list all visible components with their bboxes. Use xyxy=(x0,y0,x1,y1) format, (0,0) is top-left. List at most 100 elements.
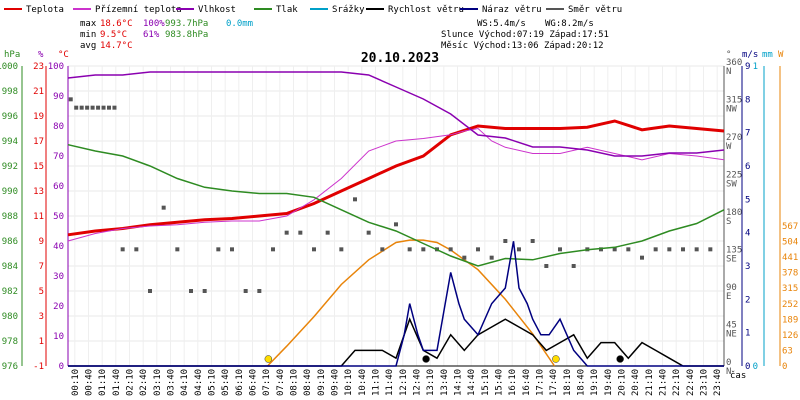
tick-time: 14:10 xyxy=(454,369,464,396)
tick-w: 378 xyxy=(782,269,798,279)
tick-time: 16:40 xyxy=(522,369,532,396)
unit-mm: mm xyxy=(762,50,773,60)
wind-direction-point xyxy=(599,247,603,252)
tick-hpa: 978 xyxy=(2,337,18,347)
unit-ms: m/s xyxy=(742,50,758,60)
tick-time: 03:40 xyxy=(167,369,177,396)
unit-deg: ° xyxy=(726,50,731,60)
legend-label-6: Náraz větru xyxy=(482,5,542,15)
tick-hpa: 994 xyxy=(2,137,18,147)
tick-dir: SW xyxy=(726,180,737,190)
wind-direction-point xyxy=(571,264,576,268)
wind-direction-point xyxy=(380,247,385,252)
tick-degc: -1 xyxy=(33,362,44,372)
tick-time: 20:40 xyxy=(631,369,641,396)
tick-degc: 11 xyxy=(33,212,44,222)
tick-hpa: 996 xyxy=(2,112,18,122)
tick-w: 63 xyxy=(782,346,793,356)
tick-time: 16:10 xyxy=(508,369,518,396)
tick-time: 07:40 xyxy=(276,369,286,396)
wind-direction-point xyxy=(90,105,95,110)
wind-direction-point xyxy=(462,255,467,260)
tick-degc: 1 xyxy=(39,337,44,347)
tick-time: 13:10 xyxy=(426,369,436,396)
wind-direction-point xyxy=(120,247,125,252)
tick-pct: 50 xyxy=(53,212,64,222)
tick-pct: 20 xyxy=(53,302,64,312)
tick-degc: 19 xyxy=(33,112,44,122)
wind-direction-point xyxy=(161,205,166,210)
stat-min-temp: 9.5°C xyxy=(100,30,127,40)
tick-time: 01:10 xyxy=(98,369,108,396)
tick-hpa: 984 xyxy=(2,262,18,272)
chart-header: 20.10.2023 max 18.6°C 100% 993.7hPa 0.0m… xyxy=(80,19,609,66)
tick-dir: S xyxy=(726,217,731,227)
legend-label-0: Teplota xyxy=(26,5,64,15)
wind-direction-point xyxy=(148,289,152,293)
wind-direction-point xyxy=(202,289,207,293)
wind-direction-point xyxy=(312,247,316,252)
marker-moonrise xyxy=(422,355,430,363)
wind-direction-point xyxy=(101,105,106,110)
tick-time: 04:40 xyxy=(194,369,204,396)
wind-direction-point xyxy=(74,105,79,110)
tick-time: 11:40 xyxy=(385,369,395,396)
wind-direction-point xyxy=(284,230,289,235)
tick-time: 10:10 xyxy=(344,369,354,396)
tick-time: 17:40 xyxy=(549,369,559,396)
unit-hpa: hPa xyxy=(4,50,20,60)
tick-time: 05:40 xyxy=(221,369,231,396)
tick-time: 06:40 xyxy=(249,369,259,396)
tick-mm: 1 xyxy=(753,62,758,72)
tick-deg: 270 xyxy=(726,133,742,143)
tick-ms: 1 xyxy=(745,329,750,339)
tick-dir: N xyxy=(726,67,731,77)
wind-direction-point xyxy=(394,222,398,227)
tick-ms: 8 xyxy=(745,95,750,105)
tick-deg: 90 xyxy=(726,283,737,293)
tick-time: 19:10 xyxy=(590,369,600,396)
wind-direction-point xyxy=(667,247,672,252)
tick-time: 08:10 xyxy=(290,369,300,396)
tick-pct: 70 xyxy=(53,152,64,162)
wind-direction-point xyxy=(243,289,248,293)
tick-time: 20:10 xyxy=(618,369,628,396)
stat-min-press: 983.8hPa xyxy=(165,30,208,40)
tick-time: 13:40 xyxy=(440,369,450,396)
info-slunce: Slunce Východ:07:19 Západ:17:51 xyxy=(441,30,609,40)
tick-hpa: 976 xyxy=(2,362,18,372)
tick-degc: 23 xyxy=(33,62,44,72)
wind-direction-point xyxy=(694,247,699,252)
stat-min-hum: 61% xyxy=(143,30,160,40)
series-line-3 xyxy=(67,143,725,267)
line-series xyxy=(67,71,725,367)
tick-dir: SE xyxy=(726,255,737,265)
tick-deg: 225 xyxy=(726,171,742,181)
legend-label-2: Vlhkost xyxy=(198,5,236,15)
sun-moon-markers xyxy=(264,355,624,363)
tick-hpa: 982 xyxy=(2,287,18,297)
tick-time: 15:40 xyxy=(495,369,505,396)
tick-hpa: 986 xyxy=(2,237,18,247)
series-line-4 xyxy=(68,317,724,367)
wind-direction-point xyxy=(530,239,535,243)
stat-max-label: max xyxy=(80,19,97,29)
tick-time: 21:40 xyxy=(659,369,669,396)
wind-direction-point xyxy=(68,97,73,102)
marker-sunrise xyxy=(264,355,273,363)
series-line-0 xyxy=(67,119,725,237)
wind-direction-point xyxy=(175,247,180,252)
tick-degc: 5 xyxy=(39,287,44,297)
wind-direction-point xyxy=(489,255,494,260)
tick-w: 252 xyxy=(782,300,798,310)
tick-w: 504 xyxy=(782,238,798,248)
tick-time: 15:10 xyxy=(481,369,491,396)
info-wg: WG:8.2m/s xyxy=(545,19,594,29)
tick-time: 06:10 xyxy=(235,369,245,396)
tick-time: 14:40 xyxy=(467,369,477,396)
tick-deg: 315 xyxy=(726,96,742,106)
tick-degc: 3 xyxy=(39,312,44,322)
wind-direction-point xyxy=(612,247,617,252)
tick-degc: 9 xyxy=(39,237,44,247)
